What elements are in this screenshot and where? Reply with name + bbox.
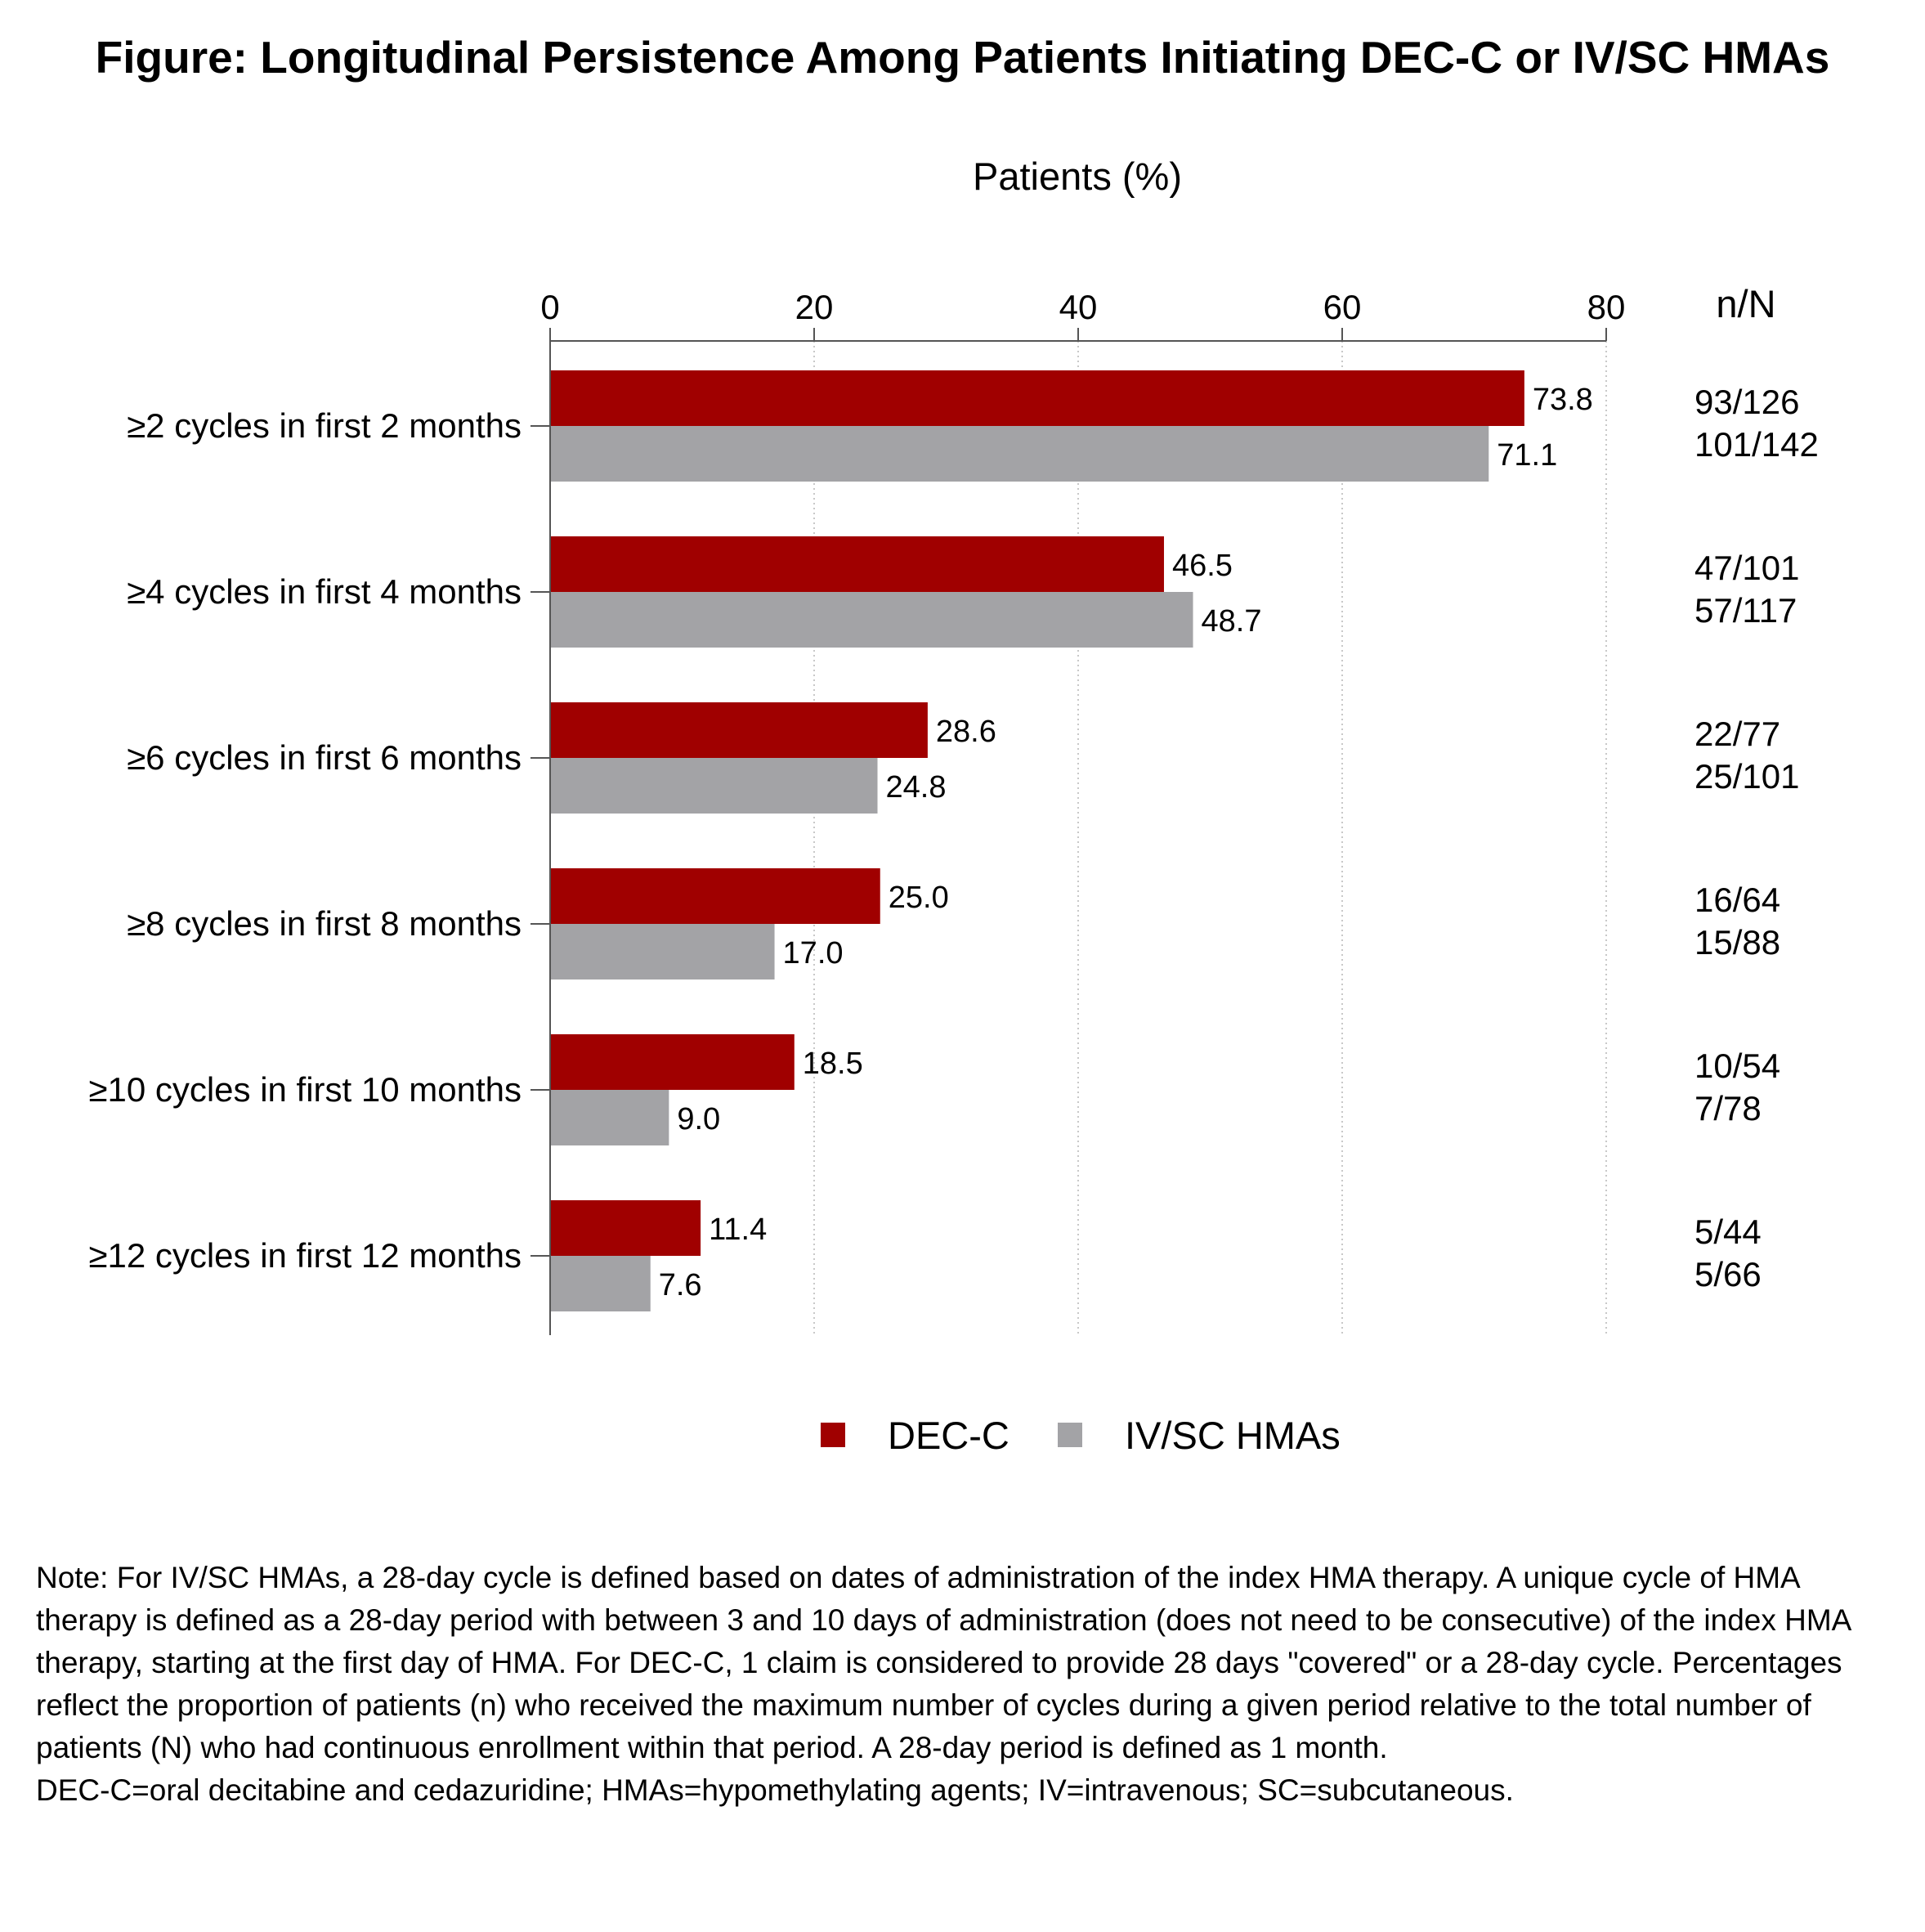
bar-iv-sc-hmas [551, 1090, 669, 1145]
nN-label-dec-c: 10/54 [1694, 1047, 1780, 1085]
nN-label-iv-sc-hmas: 15/88 [1694, 923, 1780, 962]
bar-iv-sc-hmas [551, 426, 1489, 482]
value-label-iv-sc-hmas: 7.6 [659, 1268, 702, 1302]
bar-iv-sc-hmas [551, 592, 1193, 648]
value-label-dec-c: 18.5 [803, 1047, 863, 1081]
legend-label-dec-c: DEC-C [888, 1413, 1010, 1457]
footnote-paragraph: Note: For IV/SC HMAs, a 28-day cycle is … [36, 1561, 1851, 1764]
category-label: ≥2 cycles in first 2 months [127, 406, 522, 445]
nN-label-iv-sc-hmas: 5/66 [1694, 1255, 1762, 1293]
axes [530, 328, 1607, 1335]
bar-iv-sc-hmas [551, 924, 775, 979]
nN-label-iv-sc-hmas: 25/101 [1694, 757, 1799, 796]
x-tick-label-0: 0 [540, 288, 559, 326]
nN-label-dec-c: 16/64 [1694, 881, 1780, 919]
legend-swatch-iv-sc-hmas [1058, 1423, 1082, 1447]
nN-column-header: n/N [1716, 282, 1775, 325]
bar-dec-c [551, 536, 1164, 592]
legend-item-dec-c: DEC-C [821, 1406, 1010, 1464]
category-label: ≥4 cycles in first 4 months [127, 572, 522, 611]
value-label-iv-sc-hmas: 48.7 [1202, 604, 1262, 639]
value-label-dec-c: 28.6 [936, 715, 996, 749]
value-label-dec-c: 25.0 [889, 881, 949, 915]
x-tick-label-60: 60 [1323, 288, 1362, 326]
bar-dec-c [551, 370, 1524, 426]
bar-chart: Patients (%) n/N 0 20 40 60 80 ≥2 cycles in f… [88, 155, 1819, 1335]
nN-label-dec-c: 47/101 [1694, 549, 1799, 587]
bar-dec-c [551, 702, 928, 758]
category-label: ≥12 cycles in first 12 months [88, 1236, 522, 1275]
nN-label-dec-c: 93/126 [1694, 383, 1799, 421]
bar-iv-sc-hmas [551, 758, 878, 814]
legend-label-iv-sc-hmas: IV/SC HMAs [1125, 1413, 1341, 1457]
value-label-iv-sc-hmas: 9.0 [677, 1102, 720, 1136]
abbreviations: DEC-C=oral decitabine and cedazuridine; … [36, 1773, 1514, 1807]
x-tick-label-40: 40 [1059, 288, 1098, 326]
legend-item-iv-sc-hmas: IV/SC HMAs [1058, 1406, 1341, 1464]
nN-label-dec-c: 5/44 [1694, 1213, 1762, 1251]
x-tick-label-20: 20 [795, 288, 834, 326]
bar-iv-sc-hmas [551, 1256, 651, 1311]
nN-label-dec-c: 22/77 [1694, 715, 1780, 753]
nN-label-iv-sc-hmas: 101/142 [1694, 425, 1819, 464]
x-tick-label-80: 80 [1587, 288, 1626, 326]
bar-dec-c [551, 1200, 701, 1256]
gridlines [813, 341, 1607, 1335]
value-label-dec-c: 11.4 [709, 1213, 767, 1247]
nN-label-iv-sc-hmas: 7/78 [1694, 1089, 1762, 1127]
value-label-iv-sc-hmas: 24.8 [886, 770, 947, 805]
value-label-iv-sc-hmas: 17.0 [783, 936, 844, 970]
legend: DEC-C IV/SC HMAs [0, 1406, 1925, 1464]
value-label-dec-c: 46.5 [1172, 549, 1233, 583]
category-label: ≥6 cycles in first 6 months [127, 738, 522, 777]
category-label: ≥10 cycles in first 10 months [88, 1070, 522, 1109]
bar-dec-c [551, 1034, 795, 1090]
x-axis-title: Patients (%) [973, 155, 1182, 198]
footnote: Note: For IV/SC HMAs, a 28-day cycle is … [36, 1557, 1908, 1812]
value-label-dec-c: 73.8 [1533, 383, 1593, 417]
bar-dec-c [551, 868, 880, 924]
labels: 0 20 40 60 80 ≥2 cycles in first 2 months 73.8… [88, 288, 1818, 1302]
value-label-iv-sc-hmas: 71.1 [1497, 438, 1557, 473]
nN-label-iv-sc-hmas: 57/117 [1694, 591, 1797, 630]
figure-title: Figure: Longitudinal Persistence Among P… [95, 32, 1830, 83]
bars [551, 370, 1524, 1311]
category-label: ≥8 cycles in first 8 months [127, 904, 522, 943]
legend-swatch-dec-c [821, 1423, 845, 1447]
